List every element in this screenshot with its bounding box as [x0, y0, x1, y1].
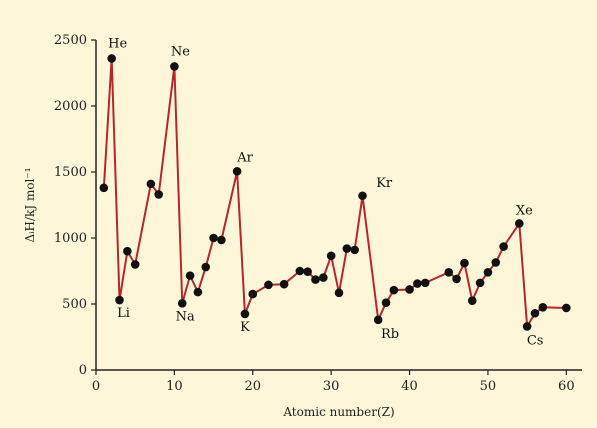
tick-labels: 0 10 20 30 40 50 60 0 500 1000 1500 2000 2500 — [54, 33, 575, 394]
x-tick-label: 40 — [401, 379, 418, 394]
data-point — [115, 295, 124, 305]
x-tick-label: 50 — [480, 379, 497, 394]
data-point — [444, 268, 454, 277]
data-point — [467, 296, 477, 306]
data-point — [319, 273, 328, 282]
data-point — [201, 262, 211, 272]
data-point — [499, 242, 508, 251]
data-point — [295, 266, 305, 276]
data-point — [475, 278, 485, 288]
series-line — [102, 57, 567, 328]
data-point — [522, 322, 532, 331]
data-point — [154, 190, 164, 199]
data-point — [389, 285, 399, 295]
data-point — [491, 258, 501, 267]
element-label: He — [108, 36, 127, 51]
data-point — [381, 298, 391, 307]
element-label: Ar — [236, 150, 253, 165]
x-tick-label: 20 — [245, 379, 262, 394]
data-point — [303, 267, 312, 276]
element-label: Xe — [516, 203, 533, 218]
data-point — [562, 303, 571, 313]
element-label: Ne — [171, 44, 190, 59]
data-point — [358, 191, 367, 201]
data-point — [405, 285, 414, 294]
y-tick-label: 500 — [62, 297, 87, 312]
y-tick-label: 0 — [79, 363, 87, 378]
axes — [91, 39, 582, 375]
element-label: Rb — [381, 327, 399, 342]
data-point — [99, 183, 109, 193]
data-point — [452, 274, 461, 284]
data-point — [240, 309, 250, 319]
data-point — [350, 245, 359, 255]
y-tick-label: 2500 — [54, 33, 87, 48]
data-point — [342, 244, 352, 253]
y-tick-label: 2000 — [54, 99, 87, 114]
x-tick-label: 60 — [558, 379, 575, 394]
data-point — [538, 303, 548, 312]
data-point — [460, 258, 469, 268]
data-point — [326, 251, 336, 261]
data-point — [373, 315, 383, 325]
data-point — [279, 279, 289, 289]
data-point — [413, 279, 422, 288]
x-tick-label: 10 — [166, 379, 183, 394]
data-point — [420, 278, 430, 288]
data-point — [514, 219, 524, 228]
data-point — [334, 288, 344, 298]
data-point — [248, 289, 258, 299]
element-label: Kr — [376, 176, 393, 191]
data-point — [185, 271, 195, 280]
element-label: Li — [117, 306, 130, 321]
data-point — [177, 299, 187, 308]
data-point — [130, 260, 140, 269]
data-point — [146, 179, 156, 189]
data-series — [99, 54, 571, 331]
data-point — [170, 62, 179, 71]
element-label: Cs — [527, 333, 544, 348]
x-tick-label: 30 — [323, 379, 340, 394]
y-tick-label: 1000 — [54, 231, 87, 246]
data-point — [123, 246, 132, 256]
element-label: K — [240, 320, 250, 335]
element-label: Na — [176, 309, 195, 324]
data-point — [530, 308, 540, 318]
data-point — [209, 233, 218, 243]
y-axis-title: ΔᵢH/kJ mol⁻¹ — [23, 167, 37, 242]
data-point — [483, 268, 493, 277]
y-tick-label: 1500 — [54, 165, 87, 180]
data-point — [107, 54, 116, 63]
x-tick-label: 0 — [92, 379, 100, 394]
data-point — [264, 280, 273, 290]
data-point — [193, 287, 203, 297]
x-axis-title: Atomic number(Z) — [282, 405, 394, 419]
data-point — [217, 235, 226, 245]
data-point — [232, 167, 242, 176]
data-point — [311, 275, 320, 284]
element-labels: He Li Ne Na Ar K Kr Rb Xe Cs — [108, 36, 543, 348]
